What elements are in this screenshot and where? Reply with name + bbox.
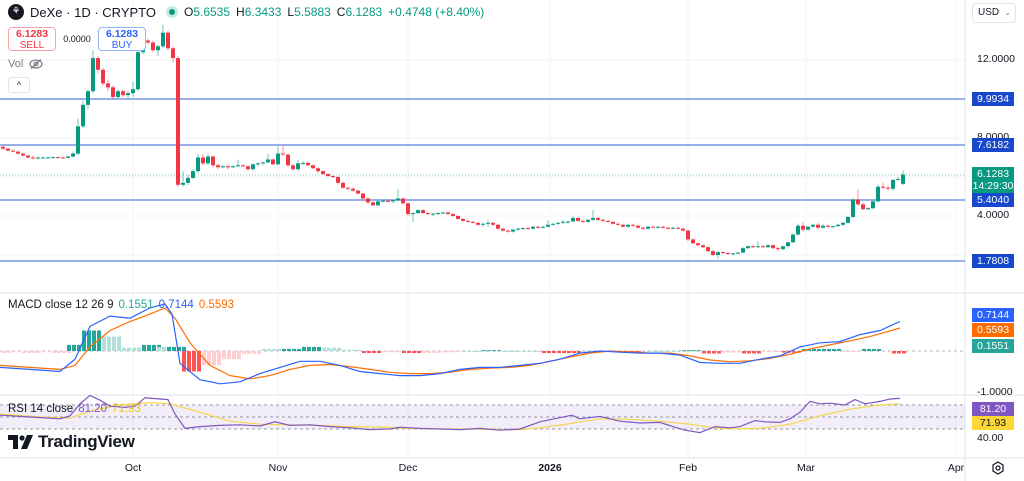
spread-value: 0.0000 xyxy=(63,34,91,44)
low-label: L xyxy=(287,5,295,19)
macd-signal-line xyxy=(0,307,901,380)
candles[interactable] xyxy=(1,24,905,259)
sell-button[interactable]: 6.1283 SELL xyxy=(8,27,56,51)
tradingview-logo-icon xyxy=(8,435,33,449)
buy-label: BUY xyxy=(111,40,133,51)
hline-tag: 9.9934 xyxy=(972,92,1014,106)
separator: · xyxy=(62,4,75,20)
high-value: 6.3433 xyxy=(244,5,282,19)
currency-select[interactable]: USD ⌄ xyxy=(972,3,1016,23)
rsi-legend[interactable]: RSI 14 close 81.20 71.93 xyxy=(8,403,141,415)
macd-hist-value: 0.1551 xyxy=(118,299,154,311)
macd-tag: 0.7144 xyxy=(972,308,1014,322)
low-value: 5.5883 xyxy=(294,5,331,19)
time-tick: Nov xyxy=(268,462,288,474)
time-tick: Oct xyxy=(124,462,142,474)
settings-gear-icon[interactable] xyxy=(991,461,1005,475)
hist-tag: 0.1551 xyxy=(972,339,1014,353)
chevron-down-icon: ⌄ xyxy=(1004,8,1011,17)
macd-line-value: 0.7144 xyxy=(158,299,194,311)
grid xyxy=(0,0,965,458)
price-tick: 12.0000 xyxy=(977,53,1015,65)
symbol-legend: ⚘ DeXe · 1D · CRYPTO O5.6535 H6.3433 L5.… xyxy=(8,4,484,20)
last-price: 6.1283 xyxy=(976,168,1010,180)
symbol-title[interactable]: DeXe · 1D · CRYPTO xyxy=(30,5,156,20)
tradingview-logo[interactable]: TradingView xyxy=(8,432,135,452)
currency-value: USD xyxy=(978,7,1000,18)
open-label: O xyxy=(183,5,194,19)
time-tick: Dec xyxy=(398,462,418,474)
close-value: 6.1283 xyxy=(345,5,383,19)
macd-line xyxy=(0,303,901,385)
macd-title: MACD close 12 26 9 xyxy=(8,299,114,311)
volume-legend: Vol xyxy=(8,58,43,70)
trade-panel: 6.1283 SELL 0.0000 6.1283 BUY xyxy=(8,27,146,51)
rsi-ma-tag: 71.93 xyxy=(972,416,1014,430)
buy-price: 6.1283 xyxy=(105,28,139,40)
exchange: CRYPTO xyxy=(102,4,156,20)
high-label: H xyxy=(236,5,245,19)
sell-label: SELL xyxy=(19,40,45,51)
separator: · xyxy=(90,4,103,20)
time-tick: 2026 xyxy=(538,462,562,474)
macd-histogram xyxy=(2,330,906,372)
rsi-tag: 81.20 xyxy=(972,402,1014,416)
market-status-icon[interactable] xyxy=(165,6,178,18)
rsi-title: RSI 14 close xyxy=(8,403,74,415)
collapse-legend-button[interactable]: ^ xyxy=(8,77,30,93)
buy-button[interactable]: 6.1283 BUY xyxy=(98,27,146,51)
dexe-logo-icon: ⚘ xyxy=(8,4,24,20)
rsi-tick: 40.00 xyxy=(977,432,1004,444)
last-price-tag: 6.1283 14:29:30 xyxy=(972,167,1014,193)
change-value: +0.4748 (+8.40%) xyxy=(388,5,485,19)
macd-signal-value: 0.5593 xyxy=(198,299,235,311)
horizontal-lines[interactable] xyxy=(0,98,965,262)
interval: 1D xyxy=(74,4,91,20)
eye-hidden-icon[interactable] xyxy=(29,59,43,69)
open-value: 5.6535 xyxy=(193,5,231,19)
rsi-line xyxy=(0,394,901,434)
price-tick: 4.0000 xyxy=(977,209,1010,221)
symbol-name: DeXe xyxy=(30,4,63,20)
close-label: C xyxy=(336,5,346,19)
time-tick: Apr xyxy=(947,462,965,474)
signal-tag: 0.5593 xyxy=(972,323,1014,337)
tradingview-wordmark: TradingView xyxy=(38,432,135,451)
time-tick: Mar xyxy=(796,462,816,474)
hline-tag: 1.7808 xyxy=(972,254,1014,268)
bar-countdown: 14:29:30 xyxy=(972,180,1014,192)
rsi-ma-value: 71.93 xyxy=(111,403,141,415)
hline-tag: 7.6182 xyxy=(972,138,1014,152)
rsi-value: 81.20 xyxy=(78,403,107,415)
macd-tick: -1.0000 xyxy=(977,386,1013,398)
sell-price: 6.1283 xyxy=(15,28,49,40)
ohlc-values: O5.6535 H6.3433 L5.5883 C6.1283 +0.4748 … xyxy=(184,5,484,19)
macd-legend[interactable]: MACD close 12 26 9 0.1551 0.7144 0.5593 xyxy=(8,299,234,311)
volume-label: Vol xyxy=(8,58,24,70)
time-tick: Feb xyxy=(678,462,698,474)
hline-tag: 5.4040 xyxy=(972,193,1014,207)
